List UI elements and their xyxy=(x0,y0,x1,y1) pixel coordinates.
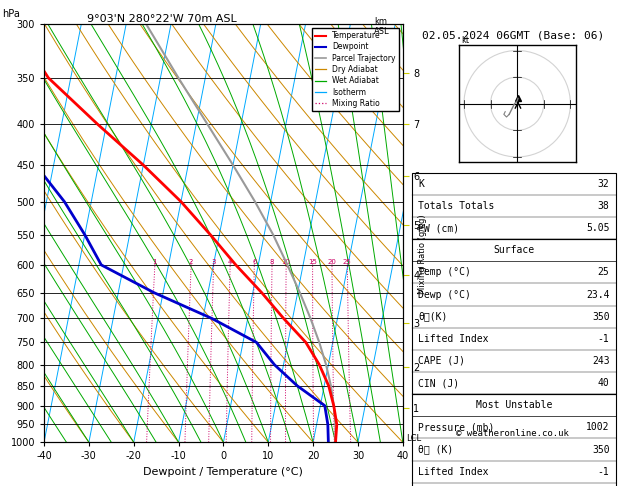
Text: 20: 20 xyxy=(328,259,337,265)
Text: LCL: LCL xyxy=(406,434,421,443)
Text: Totals Totals: Totals Totals xyxy=(418,201,494,211)
Text: 8: 8 xyxy=(270,259,274,265)
Text: Surface: Surface xyxy=(493,245,535,255)
Text: 40: 40 xyxy=(598,378,610,388)
Text: 02.05.2024 06GMT (Base: 06): 02.05.2024 06GMT (Base: 06) xyxy=(421,31,604,40)
Text: Lifted Index: Lifted Index xyxy=(418,467,489,477)
Text: 5.05: 5.05 xyxy=(586,223,610,233)
Text: CIN (J): CIN (J) xyxy=(418,378,459,388)
Text: 1: 1 xyxy=(153,259,157,265)
Text: θᴇ(K): θᴇ(K) xyxy=(418,312,448,322)
Text: CAPE (J): CAPE (J) xyxy=(418,356,465,366)
Text: θᴇ (K): θᴇ (K) xyxy=(418,445,454,454)
X-axis label: Dewpoint / Temperature (°C): Dewpoint / Temperature (°C) xyxy=(143,467,303,477)
Text: 9°03'N 280°22'W 70m ASL: 9°03'N 280°22'W 70m ASL xyxy=(87,14,237,23)
Text: 350: 350 xyxy=(592,445,610,454)
Text: PW (cm): PW (cm) xyxy=(418,223,459,233)
Text: Mixing Ratio (g/kg): Mixing Ratio (g/kg) xyxy=(418,214,427,294)
Text: hPa: hPa xyxy=(2,9,19,19)
Text: 10: 10 xyxy=(282,259,291,265)
Text: -1: -1 xyxy=(598,334,610,344)
Text: Dewp (°C): Dewp (°C) xyxy=(418,290,471,299)
Text: 1002: 1002 xyxy=(586,422,610,433)
Text: km
ASL: km ASL xyxy=(374,17,390,36)
Text: K: K xyxy=(418,179,424,189)
Text: 243: 243 xyxy=(592,356,610,366)
Legend: Temperature, Dewpoint, Parcel Trajectory, Dry Adiabat, Wet Adiabat, Isotherm, Mi: Temperature, Dewpoint, Parcel Trajectory… xyxy=(312,28,399,111)
Text: Temp (°C): Temp (°C) xyxy=(418,267,471,278)
Text: 32: 32 xyxy=(598,179,610,189)
Text: 25: 25 xyxy=(598,267,610,278)
Text: Pressure (mb): Pressure (mb) xyxy=(418,422,494,433)
Text: -1: -1 xyxy=(598,467,610,477)
Text: 350: 350 xyxy=(592,312,610,322)
Text: © weatheronline.co.uk: © weatheronline.co.uk xyxy=(456,429,569,438)
Text: 25: 25 xyxy=(343,259,352,265)
Text: 3: 3 xyxy=(211,259,216,265)
Text: 38: 38 xyxy=(598,201,610,211)
Text: 23.4: 23.4 xyxy=(586,290,610,299)
Text: Most Unstable: Most Unstable xyxy=(476,400,552,410)
Text: 2: 2 xyxy=(189,259,193,265)
Text: 4: 4 xyxy=(228,259,232,265)
Text: Lifted Index: Lifted Index xyxy=(418,334,489,344)
Text: 6: 6 xyxy=(252,259,257,265)
Text: 15: 15 xyxy=(308,259,317,265)
